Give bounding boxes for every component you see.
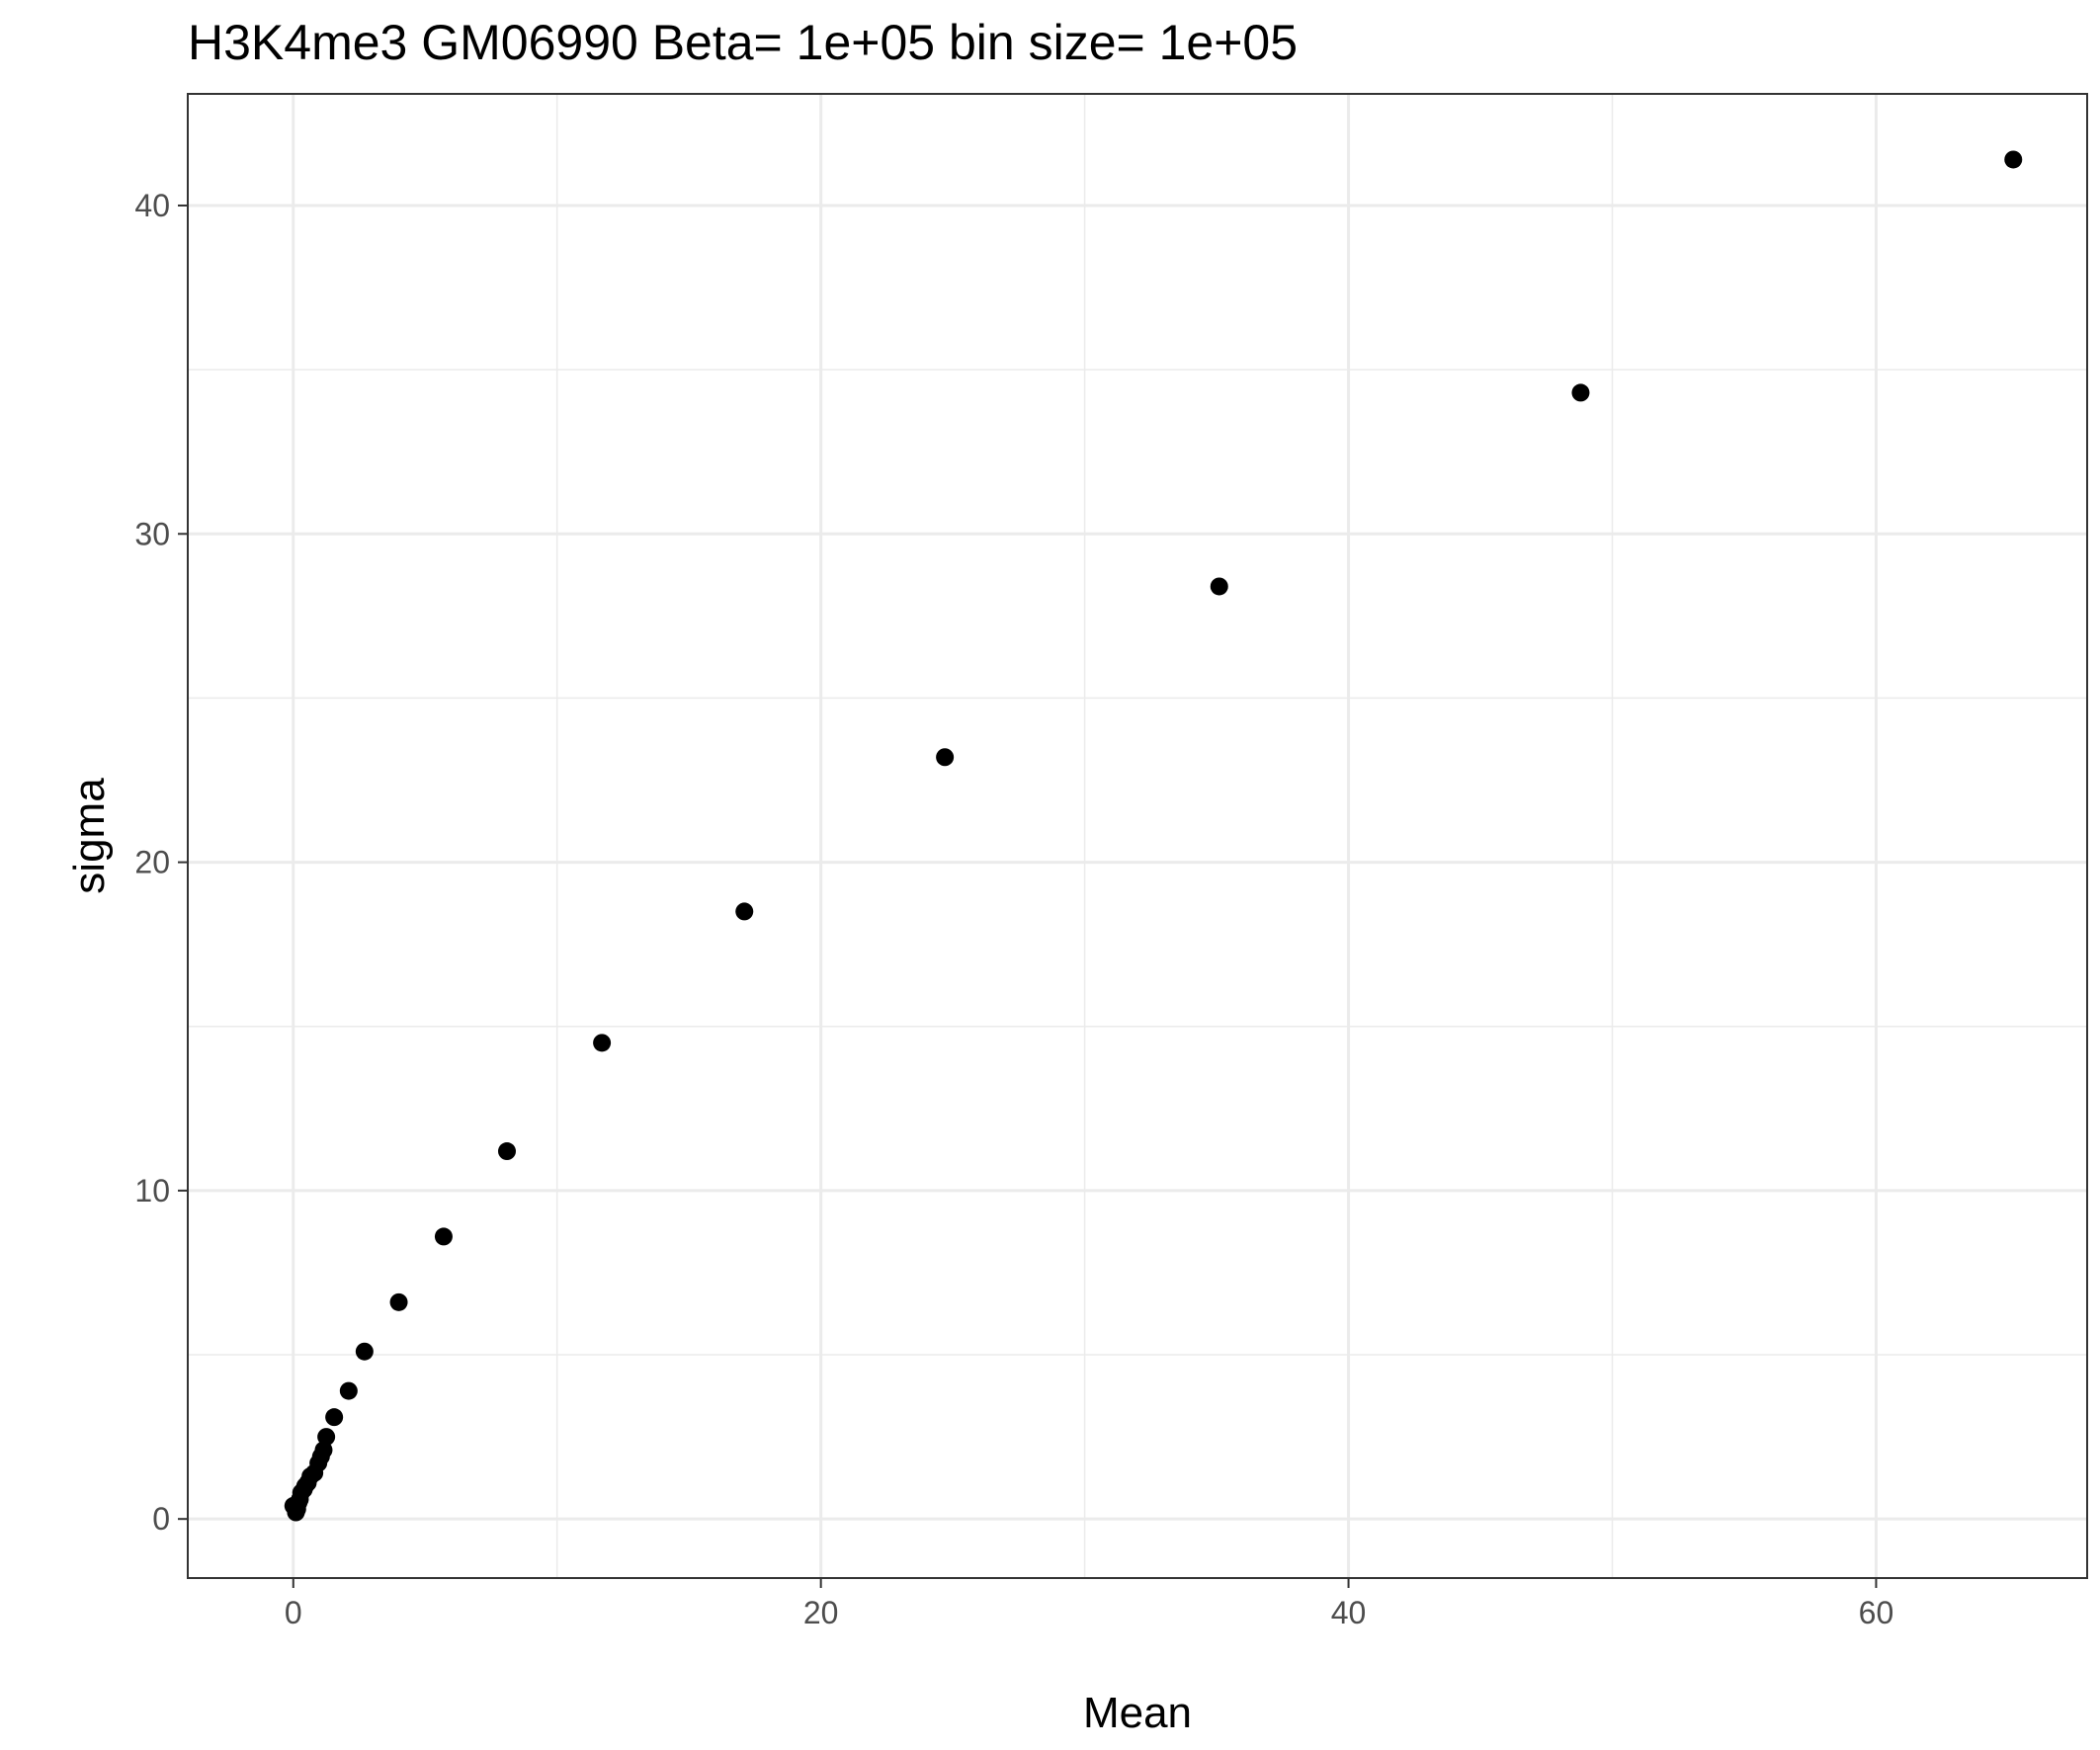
data-point: [2004, 150, 2023, 169]
data-point: [1210, 577, 1228, 596]
y-tick-label: 30: [134, 516, 170, 551]
y-axis-title: sigma: [65, 778, 114, 894]
y-tick-label: 10: [134, 1173, 170, 1208]
data-point: [735, 902, 754, 921]
y-tick-label: 20: [134, 845, 170, 880]
data-point: [936, 748, 955, 767]
x-tick-label: 0: [285, 1595, 302, 1630]
data-point: [498, 1142, 517, 1161]
x-tick-label: 20: [803, 1595, 839, 1630]
data-point: [355, 1342, 374, 1361]
y-tick-label: 0: [152, 1501, 170, 1537]
x-axis-ticks: 0 20 40 60: [285, 1578, 1893, 1630]
data-point: [1571, 383, 1590, 402]
chart-title: H3K4me3 GM06990 Beta= 1e+05 bin size= 1e…: [188, 15, 1298, 70]
grid-minor: [188, 94, 2087, 1578]
x-tick-label: 60: [1859, 1595, 1894, 1630]
data-point: [389, 1292, 408, 1311]
data-point: [434, 1227, 453, 1246]
y-tick-label: 40: [134, 188, 170, 223]
data-point: [339, 1381, 358, 1400]
x-axis-title: Mean: [1083, 1689, 1192, 1737]
plot-panel: [188, 94, 2087, 1578]
grid-major: [188, 94, 2087, 1578]
data-points: [284, 150, 2023, 1522]
data-point: [325, 1408, 344, 1427]
y-axis-ticks: 0 10 20 30 40: [134, 188, 188, 1537]
data-point: [593, 1034, 612, 1052]
plot-border: [187, 93, 2088, 1579]
data-point: [317, 1428, 336, 1447]
x-tick-label: 40: [1331, 1595, 1367, 1630]
